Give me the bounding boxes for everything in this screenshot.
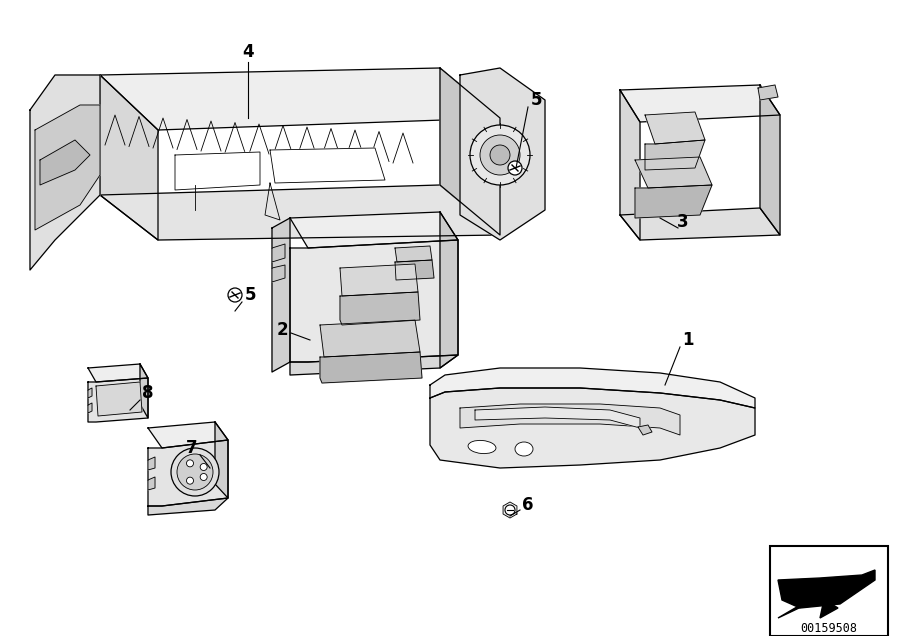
Text: 2: 2	[276, 321, 288, 339]
Polygon shape	[635, 157, 712, 188]
Ellipse shape	[468, 440, 496, 453]
Polygon shape	[148, 498, 228, 515]
Text: 00159508: 00159508	[800, 621, 858, 635]
Circle shape	[508, 161, 522, 175]
Polygon shape	[290, 212, 458, 248]
Polygon shape	[100, 185, 500, 240]
Polygon shape	[395, 246, 432, 262]
Polygon shape	[320, 352, 422, 383]
Polygon shape	[778, 570, 875, 608]
Polygon shape	[645, 112, 705, 144]
Polygon shape	[100, 68, 500, 130]
Polygon shape	[148, 422, 228, 448]
Circle shape	[228, 288, 242, 302]
Polygon shape	[620, 208, 780, 240]
Text: 1: 1	[682, 331, 694, 349]
Polygon shape	[758, 85, 778, 100]
Polygon shape	[40, 140, 90, 185]
Polygon shape	[30, 75, 100, 270]
Polygon shape	[272, 265, 285, 282]
Polygon shape	[503, 502, 517, 518]
Polygon shape	[88, 378, 148, 422]
Polygon shape	[290, 355, 458, 375]
Polygon shape	[148, 440, 228, 506]
Circle shape	[480, 135, 520, 175]
Circle shape	[505, 505, 515, 515]
Polygon shape	[460, 68, 545, 240]
Polygon shape	[35, 105, 100, 230]
Polygon shape	[430, 368, 755, 408]
Polygon shape	[395, 260, 434, 280]
Text: 8: 8	[142, 384, 154, 402]
Polygon shape	[272, 218, 290, 372]
Circle shape	[186, 460, 194, 467]
Polygon shape	[148, 457, 155, 470]
Polygon shape	[620, 90, 640, 240]
Polygon shape	[430, 388, 755, 468]
Bar	[770, 546, 888, 636]
Circle shape	[200, 473, 207, 481]
Circle shape	[200, 464, 207, 471]
Ellipse shape	[515, 442, 533, 456]
Polygon shape	[175, 152, 260, 190]
Polygon shape	[88, 388, 92, 398]
Polygon shape	[760, 85, 780, 235]
Polygon shape	[635, 185, 712, 218]
Text: 5: 5	[530, 91, 542, 109]
Polygon shape	[290, 240, 458, 362]
Polygon shape	[475, 407, 640, 428]
Polygon shape	[440, 212, 458, 368]
Circle shape	[186, 477, 194, 484]
Polygon shape	[340, 264, 418, 296]
Polygon shape	[100, 75, 158, 240]
Polygon shape	[140, 364, 148, 418]
Polygon shape	[440, 68, 500, 235]
Polygon shape	[96, 382, 142, 416]
Text: 7: 7	[186, 439, 198, 457]
Polygon shape	[88, 403, 92, 413]
Text: 5: 5	[244, 286, 256, 304]
Polygon shape	[272, 244, 285, 262]
Polygon shape	[215, 422, 228, 498]
Polygon shape	[270, 148, 385, 183]
Polygon shape	[320, 320, 420, 357]
Circle shape	[470, 125, 530, 185]
Circle shape	[171, 448, 219, 496]
Polygon shape	[620, 85, 780, 122]
Polygon shape	[148, 477, 155, 490]
Polygon shape	[778, 590, 838, 618]
Polygon shape	[645, 140, 705, 170]
Text: 3: 3	[677, 213, 688, 231]
Circle shape	[177, 454, 213, 490]
Polygon shape	[88, 364, 148, 382]
Polygon shape	[340, 292, 420, 325]
Text: 6: 6	[522, 496, 534, 514]
Text: 4: 4	[242, 43, 254, 61]
Circle shape	[490, 145, 510, 165]
Polygon shape	[638, 425, 652, 435]
Polygon shape	[460, 404, 680, 435]
